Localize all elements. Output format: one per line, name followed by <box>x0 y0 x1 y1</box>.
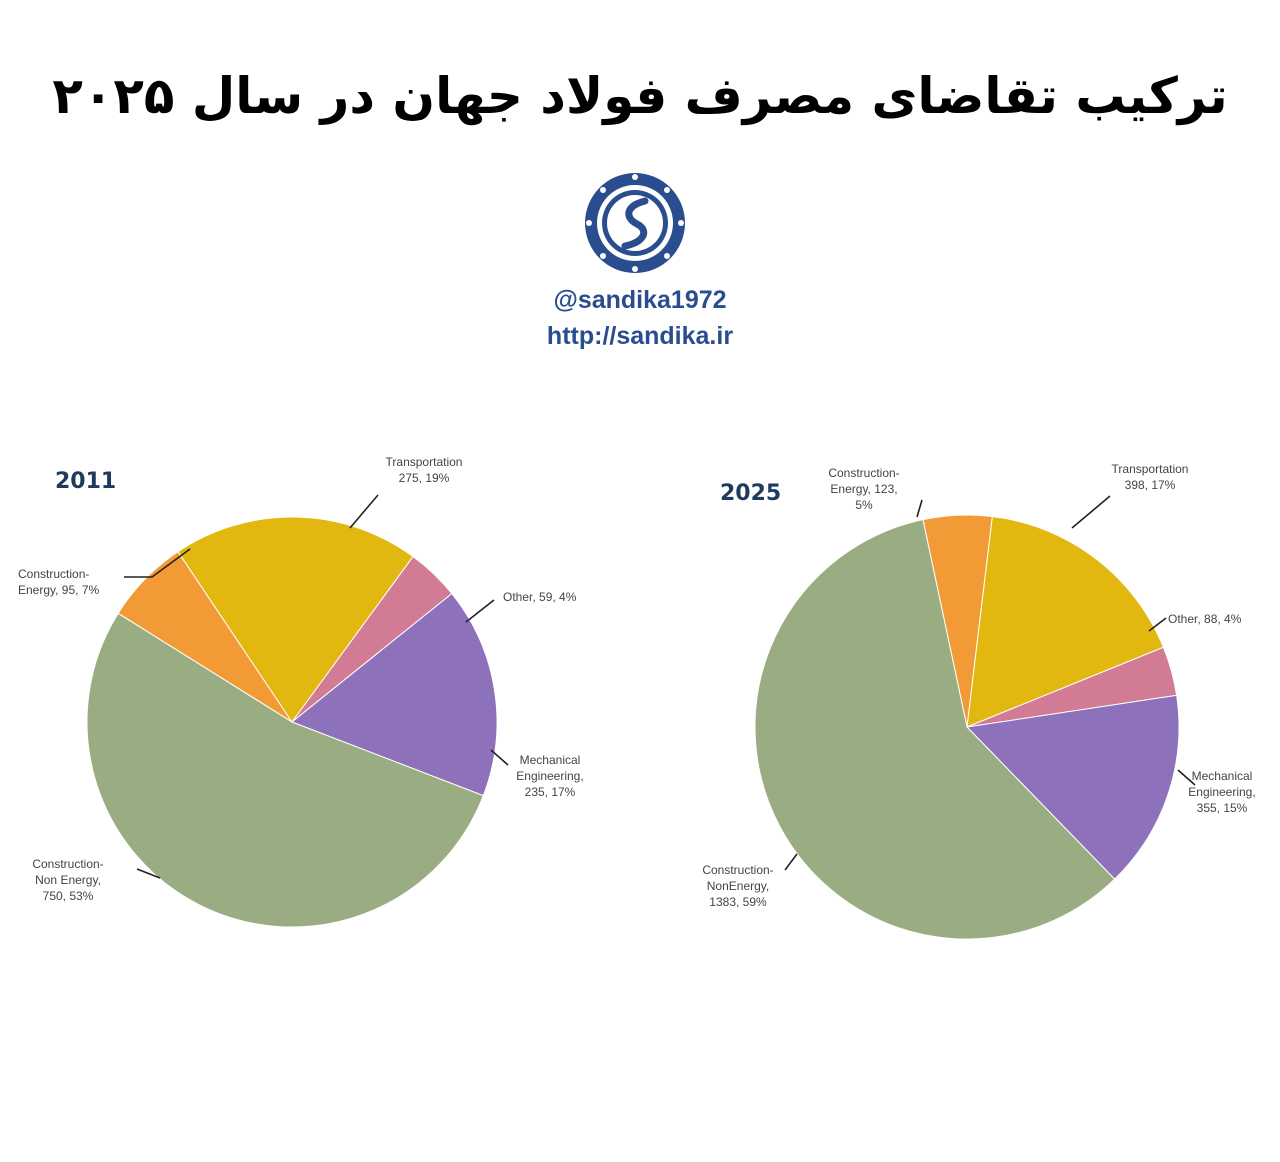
slice-label-other: Other, 59, 4% <box>503 590 577 604</box>
slice-label-construction_non_energy: Construction-NonEnergy, 1383, 59% <box>702 863 773 909</box>
pie-2011 <box>86 516 498 928</box>
slice-label-transportation: Transportation 398, 17% <box>1112 462 1189 492</box>
leader-line <box>1177 769 1196 786</box>
slice-label-other: Other, 88, 4% <box>1168 612 1242 626</box>
leader-line <box>784 853 798 871</box>
leader-line <box>465 599 495 623</box>
page-title: ترکیب تقاضای مصرف فولاد جهان در سال ۲۰۲۵ <box>52 67 1228 125</box>
leader-line <box>916 499 923 518</box>
pie-slice-transportation <box>177 516 414 723</box>
slice-label-mechanical: Mechanical Engineering, 235, 17% <box>516 753 583 799</box>
pie-slice-construction_non_energy <box>754 519 1116 940</box>
pie-slice-mechanical <box>291 592 498 797</box>
leader-line <box>490 749 509 766</box>
slice-label-construction_non_energy: Construction-Non Energy, 750, 53% <box>32 857 103 903</box>
chart-year-label: 2025 <box>720 481 781 506</box>
sandika-logo-icon <box>585 173 685 273</box>
slice-label-transportation: Transportation 275, 19% <box>386 455 463 485</box>
pie-charts: 2011 Construction-Energy, 95, 7% Transport… <box>18 455 1256 940</box>
slice-label-construction_energy: Construction-Energy, 123, 5% <box>828 466 899 512</box>
pie-slice-construction_non_energy <box>86 612 484 928</box>
brand-site: http://sandika.ir <box>546 322 734 350</box>
slice-label-construction_energy: Construction-Energy, 95, 7% <box>18 567 99 597</box>
chart-year-label: 2011 <box>55 469 116 494</box>
slice-label-mechanical: Mechanical Engineering, 355, 15% <box>1188 769 1255 815</box>
brand-handle: @sandika1972 <box>553 286 727 314</box>
leader-line <box>1071 495 1111 529</box>
leader-line <box>349 494 379 529</box>
leader-line <box>136 868 161 879</box>
leader-line <box>1148 617 1167 632</box>
pie-slice-mechanical <box>965 694 1180 880</box>
pie-2025 <box>754 514 1180 940</box>
leader-line <box>124 548 191 578</box>
